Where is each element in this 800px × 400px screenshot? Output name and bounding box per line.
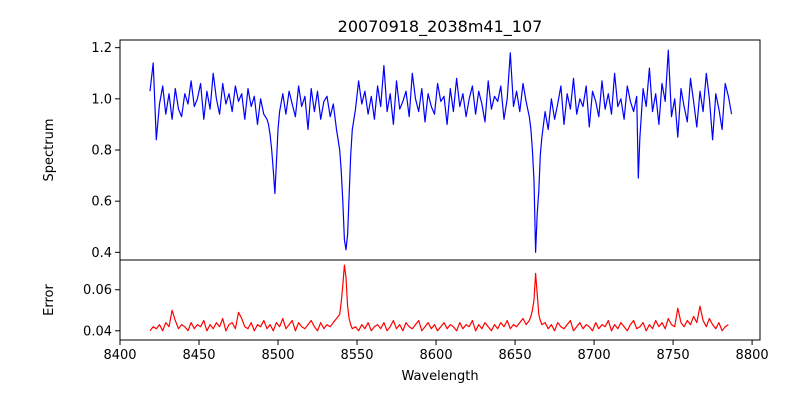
- chart-title: 20070918_2038m41_107: [338, 17, 543, 37]
- spectrum-y-tick-label: 0.6: [91, 195, 112, 210]
- x-tick-label: 8550: [340, 348, 373, 363]
- x-tick-label: 8700: [578, 348, 611, 363]
- x-tick-label: 8500: [261, 348, 294, 363]
- x-tick-label: 8450: [182, 348, 215, 363]
- x-tick-label: 8600: [420, 348, 453, 363]
- x-tick-label: 8400: [103, 348, 136, 363]
- error-y-tick-label: 0.04: [83, 324, 112, 339]
- spectrum-y-tick-label: 1.0: [91, 92, 112, 107]
- spectrum-axes-frame: [119, 39, 761, 261]
- error-y-axis-label: Error: [42, 284, 57, 316]
- spectrum-y-axis-label: Spectrum: [42, 119, 57, 182]
- spectrum-y-ticks: 0.4 0.6 0.8 1.0 1.2: [91, 41, 120, 261]
- spectrum-panel: 0.4 0.6 0.8 1.0 1.2 Spectrum: [42, 39, 761, 261]
- error-y-ticks: 0.04 0.06: [83, 283, 120, 339]
- error-axes-frame: [119, 259, 761, 341]
- x-tick-label: 8650: [499, 348, 532, 363]
- error-y-tick-label: 0.06: [83, 283, 112, 298]
- spectrum-series-line: [149, 49, 733, 253]
- spectrum-y-tick-label: 0.4: [91, 246, 112, 261]
- x-tick-label: 8800: [736, 348, 769, 363]
- error-series-line: [149, 264, 729, 332]
- x-axis-label: Wavelength: [401, 369, 478, 384]
- x-tick-label: 8750: [657, 348, 690, 363]
- x-ticks: 8400 8450 8500 8550 8600 8650 8700 8750 8800: [103, 340, 769, 363]
- error-panel: 0.04 0.06 Error: [42, 259, 761, 341]
- spectrum-y-tick-label: 1.2: [91, 41, 112, 56]
- spectrum-y-tick-label: 0.8: [91, 144, 112, 159]
